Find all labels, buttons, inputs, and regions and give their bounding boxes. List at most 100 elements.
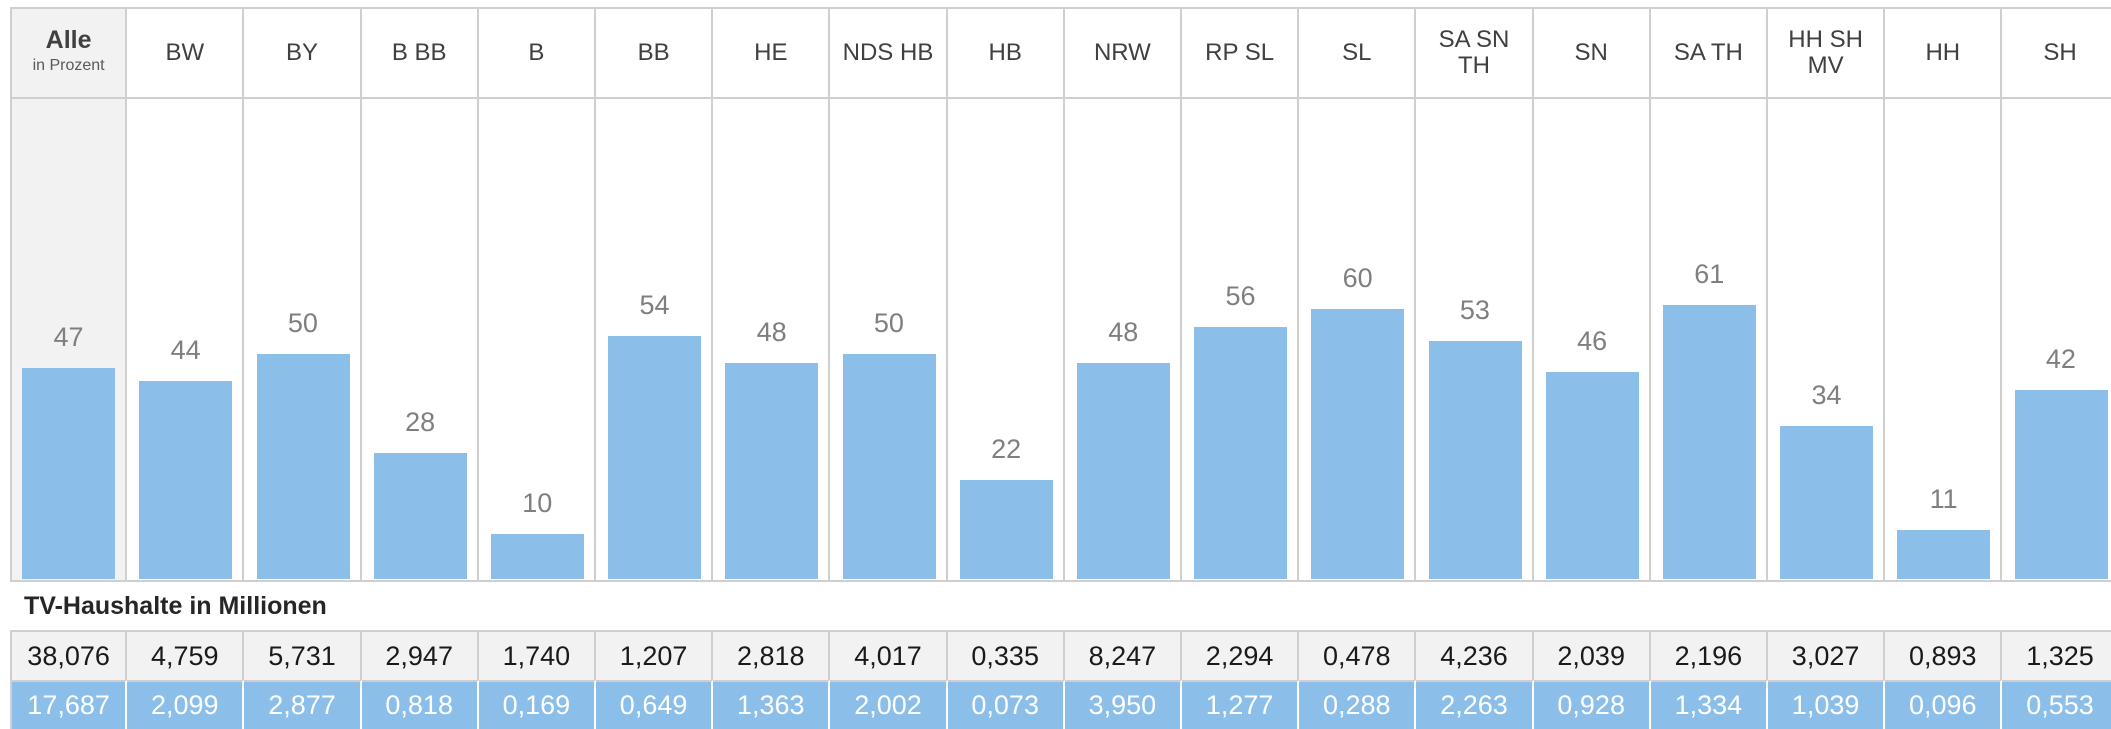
- bar: [1428, 340, 1522, 579]
- data-label: 48: [756, 317, 787, 347]
- data-label: 53: [1459, 294, 1490, 325]
- column-header-label: SN: [1574, 39, 1608, 66]
- data-label: 42: [2045, 344, 2076, 374]
- column-header-label: SH: [2043, 39, 2077, 66]
- column-header-label: BW: [165, 39, 205, 66]
- bar: [139, 381, 233, 579]
- column-header: SH: [2002, 7, 2111, 97]
- column-header-label: NDS HB: [842, 39, 934, 66]
- column-header-label: SA SN TH: [1438, 26, 1510, 79]
- table-cell: 1,039: [1768, 680, 1886, 729]
- table-cell: 2,196: [1650, 630, 1768, 680]
- column-header: BY: [244, 7, 362, 97]
- column-header-label: HE: [754, 39, 788, 66]
- table-cell: 0,818: [361, 680, 479, 729]
- table-cell: 1,334: [1650, 680, 1768, 729]
- bar: [842, 354, 936, 579]
- table-cell: 1,207: [596, 630, 714, 680]
- data-label: 10: [522, 488, 553, 518]
- bar: [256, 354, 350, 579]
- column-header: RP SL: [1182, 7, 1300, 97]
- table-cell: 0,893: [1885, 630, 2003, 680]
- table-cell: 0,928: [1533, 680, 1651, 729]
- table-cell: 0,335: [947, 630, 1065, 680]
- bar: [725, 363, 819, 579]
- bar: [608, 336, 702, 579]
- bar: [1076, 363, 1170, 579]
- data-label: 11: [1929, 483, 1958, 514]
- table-cell: 2,818: [713, 630, 831, 680]
- data-label: 22: [991, 434, 1022, 464]
- bar: [1897, 529, 1991, 579]
- table-cell: 0,478: [1299, 630, 1417, 680]
- table-cell: 1,277: [1182, 680, 1300, 729]
- section-title: TV-Haushalte in Millionen: [10, 580, 2111, 630]
- column-header: SL: [1299, 7, 1417, 97]
- bar: [22, 367, 116, 579]
- data-label: 28: [405, 407, 436, 437]
- data-label: 44: [170, 335, 201, 365]
- column-header: HH SH MV: [1768, 7, 1886, 97]
- data-label: 34: [1811, 380, 1842, 410]
- bar: [373, 453, 467, 579]
- column-header: BW: [127, 7, 245, 97]
- table-cell: 2,002: [830, 680, 948, 729]
- column-header-label: B BB: [391, 39, 447, 66]
- table-cell: 0,288: [1299, 680, 1417, 729]
- unit-label: in Prozent: [32, 57, 105, 74]
- column-header: NRW: [1064, 7, 1182, 97]
- column-header: SN: [1533, 7, 1651, 97]
- column-header-label: SL: [1342, 39, 1372, 66]
- column-header-label: NRW: [1093, 39, 1151, 66]
- data-label: 54: [639, 290, 670, 320]
- bar: [1545, 372, 1639, 579]
- column-header-label: BB: [637, 39, 670, 66]
- column-header: BB: [596, 7, 714, 97]
- table-cell: 0,096: [1885, 680, 2003, 729]
- bar: [2014, 390, 2108, 579]
- bar: [1311, 309, 1405, 579]
- bar: [1194, 327, 1288, 579]
- table-cell: 2,099: [127, 680, 245, 729]
- column-header-label: HB: [988, 39, 1022, 66]
- table-cell: 3,950: [1064, 680, 1182, 729]
- data-label: 46: [1577, 326, 1608, 356]
- column-header: HB: [947, 7, 1065, 97]
- table-cell: 2,947: [361, 630, 479, 680]
- data-label: 47: [53, 321, 84, 352]
- column-header-label: Alle: [45, 26, 92, 54]
- column-header: Alle in Prozent: [10, 7, 128, 97]
- column-header: SA TH: [1650, 7, 1768, 97]
- data-label: 60: [1342, 263, 1373, 293]
- table-cell: 1,740: [478, 630, 596, 680]
- bar: [1662, 304, 1756, 579]
- bar: [490, 534, 584, 579]
- table-cell: 0,169: [478, 680, 596, 729]
- data-label: 48: [1108, 317, 1139, 347]
- table-cell: 4,017: [830, 630, 948, 680]
- bar: [1780, 426, 1874, 579]
- table-cell: 1,363: [713, 680, 831, 729]
- column-header: B: [478, 7, 596, 97]
- table-cell: 0,073: [947, 680, 1065, 729]
- table-cell: 8,247: [1064, 630, 1182, 680]
- column-header-label: SA TH: [1673, 39, 1743, 66]
- table-cell: 4,759: [127, 630, 245, 680]
- column-header-label: RP SL: [1205, 39, 1275, 66]
- column-area: [1885, 97, 2003, 580]
- table-cell: 5,731: [244, 630, 362, 680]
- table-cell: 1,325: [2002, 630, 2111, 680]
- table-cell: 2,263: [1416, 680, 1534, 729]
- table-cell: 2,877: [244, 680, 362, 729]
- column-header: SA SN TH: [1416, 7, 1534, 97]
- data-label: 50: [287, 308, 318, 338]
- table-cell: 38,076: [10, 630, 128, 680]
- table-cell: 3,027: [1768, 630, 1886, 680]
- column-header: HH: [1885, 7, 2003, 97]
- data-label: 56: [1225, 281, 1256, 311]
- bar: [959, 480, 1053, 579]
- data-label: 50: [873, 308, 904, 338]
- table-cell: 2,294: [1182, 630, 1300, 680]
- column-header: NDS HB: [830, 7, 948, 97]
